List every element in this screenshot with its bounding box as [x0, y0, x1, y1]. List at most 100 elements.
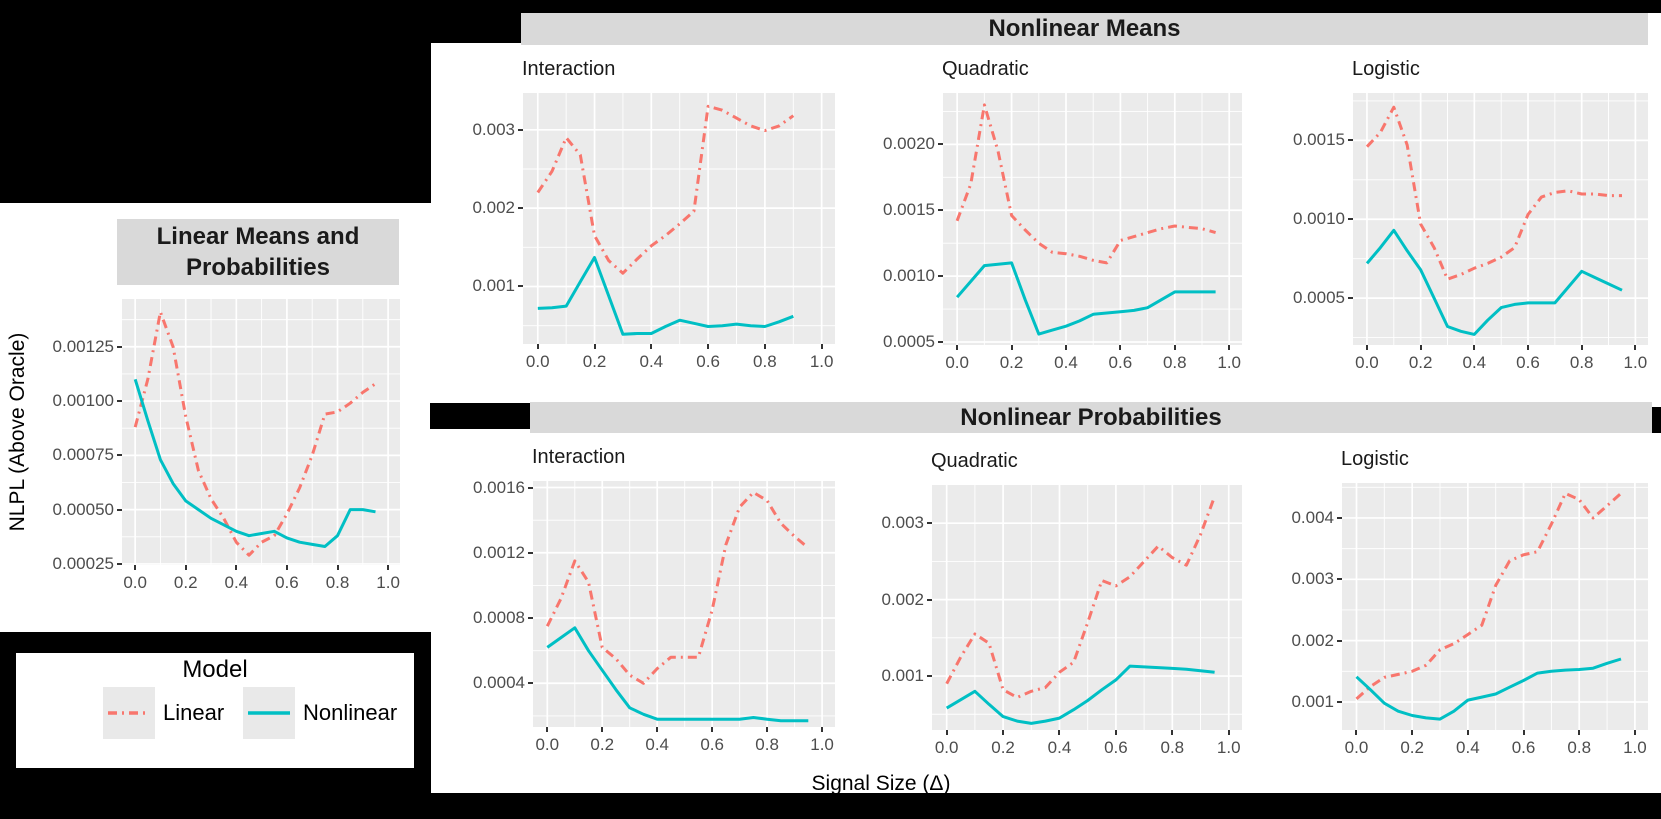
x-tick-mark — [536, 344, 539, 349]
x-tick-label: 0.0 — [945, 353, 969, 372]
x-tick-mark — [707, 344, 710, 349]
x-tick-label: 0.4 — [224, 573, 249, 592]
y-tick-mark — [528, 486, 533, 489]
y-tick-label: 0.0012 — [473, 542, 525, 562]
series-line-linear — [1355, 491, 1622, 701]
y-tick-mark — [117, 508, 122, 511]
y-tick-mark — [518, 128, 523, 131]
y-tick-label: 0.00025 — [52, 553, 114, 573]
x-tick-label: 1.0 — [810, 735, 834, 754]
x-tick-mark — [1527, 345, 1529, 350]
facet-strip-label: Linear Means and Probabilities — [156, 223, 360, 281]
series-line-linear — [536, 104, 795, 275]
y-tick-label: 0.00050 — [52, 499, 114, 519]
x-tick-label: 0.4 — [639, 352, 664, 371]
x-tick-mark — [1171, 730, 1174, 735]
y-tick-label: 0.003 — [472, 119, 515, 139]
y-axis-title: NLPL (Above Oracle) — [6, 332, 29, 532]
y-tick-label: 0.0015 — [1293, 130, 1345, 150]
y-tick-mark — [117, 562, 122, 565]
legend-title: Model — [182, 656, 248, 683]
x-tick-mark — [1411, 730, 1414, 735]
legend-label-nonlinear: Nonlinear — [303, 700, 398, 725]
legend-label-linear: Linear — [163, 700, 225, 725]
series-line-nonlinear — [133, 378, 376, 548]
y-tick-label: 0.003 — [1291, 569, 1334, 589]
x-tick-mark — [956, 345, 959, 350]
series-line-linear — [1365, 105, 1622, 281]
nonlinear-solid-line-icon — [248, 711, 290, 715]
y-tick-mark — [927, 675, 932, 678]
series-line-nonlinear — [537, 256, 794, 336]
y-tick-label: 0.004 — [1291, 507, 1334, 527]
x-tick-mark — [1114, 730, 1117, 735]
x-tick-label: 0.0 — [123, 573, 147, 592]
y-tick-mark — [938, 275, 943, 278]
x-tick-mark — [650, 344, 653, 349]
x-tick-label: 0.8 — [1162, 353, 1187, 372]
x-tick-label: 0.0 — [535, 735, 560, 754]
legend-key-nonlinear — [243, 687, 295, 739]
x-tick-mark — [387, 565, 390, 570]
panel-plot-area — [533, 481, 835, 727]
panel-quadratic-probabilities — [932, 485, 1242, 730]
x-tick-label: 1.0 — [1623, 353, 1648, 372]
panel-logistic-probabilities — [1342, 483, 1648, 730]
x-tick-label: 0.6 — [1516, 353, 1540, 372]
y-tick-label: 0.0020 — [883, 134, 935, 154]
linear-dash-dot-line-icon — [108, 711, 150, 715]
x-tick-label: 0.6 — [696, 352, 720, 371]
y-tick-mark — [528, 551, 533, 554]
y-tick-mark — [1337, 639, 1342, 642]
redaction-strip2-left-block — [430, 403, 530, 429]
x-tick-label: 0.8 — [1567, 738, 1592, 757]
y-tick-mark — [938, 143, 943, 146]
x-tick-label: 0.2 — [590, 735, 615, 754]
y-tick-label: 0.0016 — [473, 477, 525, 497]
redaction-top-left-block — [0, 0, 431, 203]
panel-plot-area — [932, 485, 1242, 730]
y-tick-mark — [1348, 139, 1353, 142]
x-tick-mark — [1002, 730, 1005, 735]
series-line-linear — [545, 490, 810, 685]
x-tick-mark — [1634, 345, 1637, 350]
panel-plot-area — [1353, 93, 1648, 345]
y-tick-mark — [528, 682, 533, 685]
x-tick-label: 0.4 — [645, 735, 670, 754]
redaction-top-mid-block — [431, 0, 521, 43]
redaction-strip2-right-block — [1652, 407, 1661, 433]
x-tick-label: 1.0 — [1216, 738, 1241, 757]
x-tick-mark — [763, 344, 766, 349]
x-tick-label: 0.6 — [700, 735, 724, 754]
x-tick-mark — [1466, 730, 1469, 735]
x-tick-label: 0.4 — [1456, 738, 1480, 757]
y-tick-mark — [528, 617, 533, 620]
x-tick-label: 0.2 — [173, 573, 198, 592]
y-tick-label: 0.0005 — [1293, 288, 1345, 308]
x-tick-mark — [593, 344, 596, 349]
facet-strip-nonlinear-probabilities: Nonlinear Probabilities — [530, 402, 1652, 433]
x-tick-mark — [134, 565, 137, 570]
y-tick-mark — [1348, 297, 1353, 300]
series-line-linear — [945, 495, 1217, 699]
panel-interaction-means — [523, 93, 835, 344]
y-tick-label: 0.001 — [881, 666, 924, 686]
y-tick-mark — [1348, 218, 1353, 221]
x-tick-mark — [285, 565, 288, 570]
y-tick-mark — [1337, 516, 1342, 519]
y-tick-mark — [518, 207, 523, 210]
x-tick-mark — [1064, 345, 1067, 350]
x-tick-mark — [1058, 730, 1061, 735]
x-tick-mark — [601, 727, 604, 732]
series-line-linear — [955, 103, 1217, 265]
x-tick-label: 0.6 — [1104, 738, 1128, 757]
panel-title-interaction-means: Interaction — [522, 58, 616, 80]
x-tick-label: 1.0 — [809, 352, 834, 371]
y-tick-mark — [927, 522, 932, 525]
x-tick-mark — [1173, 345, 1176, 350]
x-tick-label: 0.0 — [525, 352, 550, 371]
x-tick-label: 0.8 — [753, 352, 777, 371]
series-line-nonlinear — [955, 261, 1216, 336]
x-tick-label: 0.8 — [755, 735, 779, 754]
